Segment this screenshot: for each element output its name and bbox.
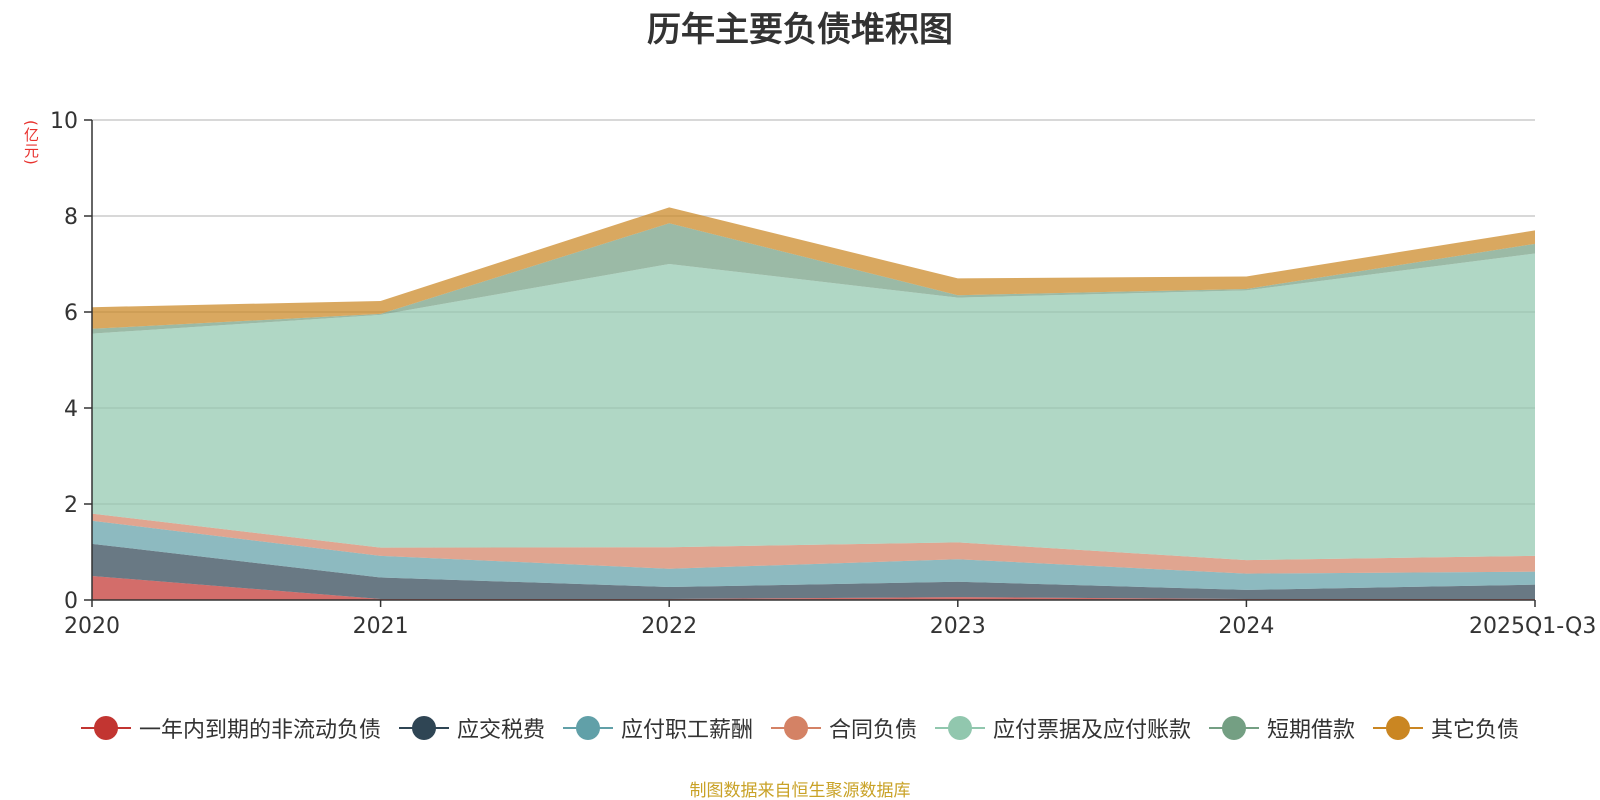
legend-label: 合同负债	[828, 718, 917, 743]
legend-label: 应交税费	[456, 718, 545, 743]
legend-label: 其它负债	[1431, 718, 1520, 743]
legend-marker-icon	[1373, 716, 1424, 740]
area-series-2[interactable]	[92, 520, 1535, 590]
legend-item-1[interactable]: 应交税费	[398, 712, 545, 744]
area-series-3[interactable]	[92, 513, 1535, 574]
legend-item-3[interactable]: 合同负债	[770, 712, 917, 744]
x-tick-label: 2022	[641, 614, 697, 639]
legend-label: 应付职工薪酬	[620, 718, 753, 743]
x-tick-label: 2020	[64, 614, 120, 639]
x-tick-label: 2021	[353, 614, 409, 639]
legend-label: 一年内到期的非流动负债	[138, 718, 381, 743]
axis-layer: 0 2 4 6 8 10 2020 2021 2022 2023 2024 2025Q1-Q3	[50, 109, 1596, 639]
area-series-0[interactable]	[92, 576, 1535, 600]
legend-marker-icon	[398, 716, 449, 740]
legend-marker-icon	[770, 716, 821, 740]
legend-marker-icon	[935, 716, 985, 740]
y-tick-label: 8	[64, 205, 78, 230]
area-series-5[interactable]	[92, 223, 1535, 334]
source-note: 制图数据来自恒生聚源数据库	[689, 781, 911, 800]
area-series-6[interactable]	[92, 207, 1535, 329]
legend-label: 短期借款	[1267, 718, 1356, 743]
x-tick-label: 2024	[1218, 614, 1274, 639]
area-series-1[interactable]	[92, 543, 1535, 600]
x-tick-label: 2023	[930, 614, 986, 639]
area-series-4[interactable]	[92, 253, 1535, 561]
y-tick-label: 10	[50, 109, 78, 134]
legend-item-5[interactable]: 短期借款	[1209, 712, 1355, 744]
y-tick-label: 0	[64, 589, 78, 614]
y-tick-label: 2	[64, 493, 78, 518]
y-tick-label: 4	[64, 397, 78, 422]
y-tick-label: 6	[64, 301, 78, 326]
chart-title: 历年主要负债堆积图	[647, 10, 953, 50]
stacked-area-chart: 0 2 4 6 8 10 2020 2021 2022 2023 2024 2025Q1-Q3	[50, 109, 1596, 639]
area-layer	[92, 207, 1535, 600]
y-axis-unit-label: (亿元)	[22, 120, 40, 166]
legend-item-6[interactable]: 其它负债	[1373, 712, 1519, 744]
legend-label: 应付票据及应付账款	[993, 718, 1192, 743]
x-tick-label: 2025Q1-Q3	[1469, 614, 1596, 639]
legend-item-0[interactable]: 一年内到期的非流动负债	[80, 712, 381, 744]
legend-item-2[interactable]: 应付职工薪酬	[562, 712, 753, 744]
legend-marker-icon	[562, 716, 613, 740]
legend-marker-icon	[1209, 716, 1260, 740]
legend-item-4[interactable]: 应付票据及应付账款	[935, 712, 1191, 744]
legend-marker-icon	[80, 716, 131, 740]
legend: 一年内到期的非流动负债 应交税费 应付职工薪酬 合同负债 应付票据及应付账款 短期借款 其它…	[0, 712, 1600, 744]
